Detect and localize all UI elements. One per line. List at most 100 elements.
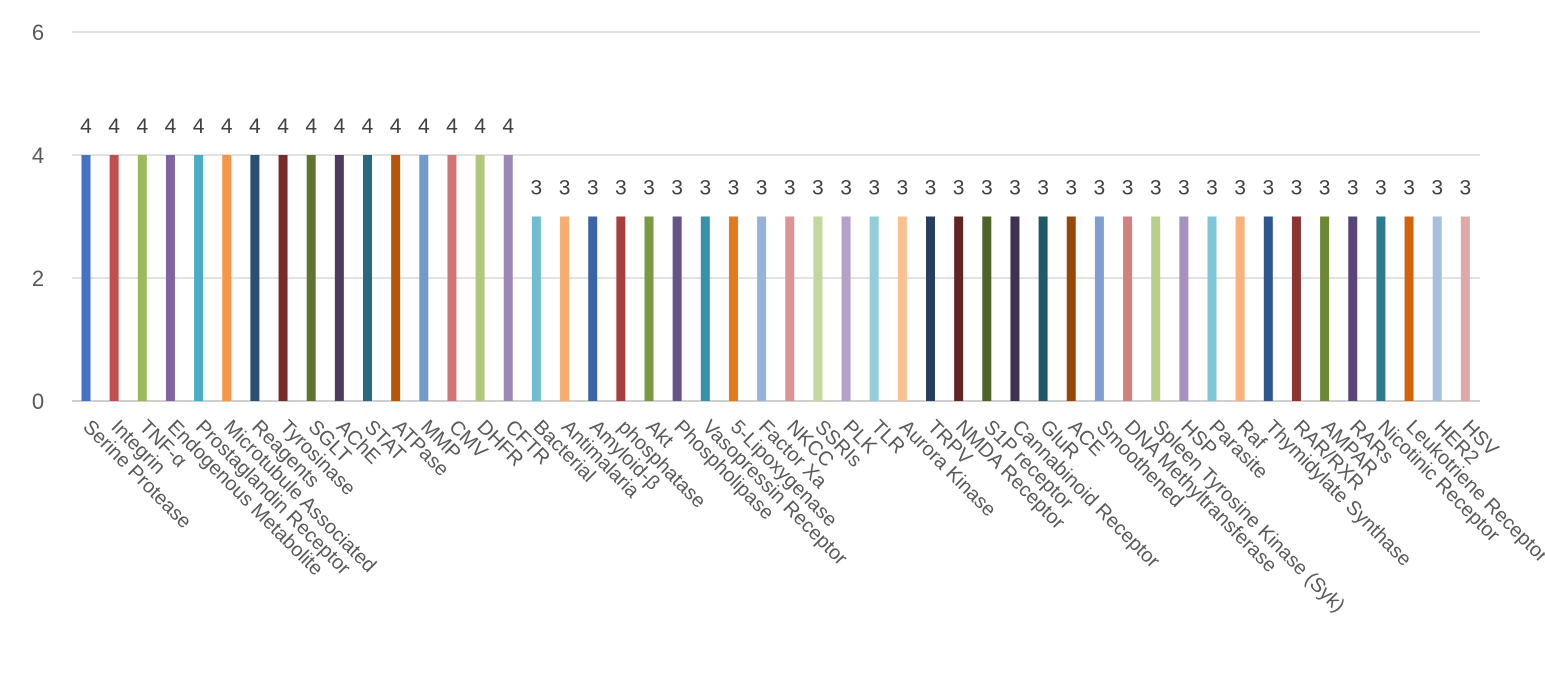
bar (137, 155, 147, 401)
bar (700, 216, 710, 401)
bar (1348, 216, 1358, 401)
bar (1010, 216, 1020, 401)
data-label: 3 (671, 177, 683, 200)
bar-series (81, 155, 1470, 401)
data-label: 4 (305, 115, 317, 138)
data-label: 3 (1122, 177, 1134, 200)
data-label: 4 (108, 115, 120, 138)
data-label: 3 (1291, 177, 1303, 200)
bar (1038, 216, 1048, 401)
bar (1094, 216, 1104, 401)
bar (1066, 216, 1076, 401)
data-label: 4 (249, 115, 261, 138)
data-label: 3 (1150, 177, 1162, 200)
bar (306, 155, 316, 401)
bar (1179, 216, 1189, 401)
data-label: 3 (1009, 177, 1021, 200)
data-label: 4 (277, 115, 289, 138)
bar (1404, 216, 1414, 401)
bar (1376, 216, 1386, 401)
bar (194, 155, 204, 401)
data-label: 3 (531, 177, 543, 200)
bar (1263, 216, 1273, 401)
bar (447, 155, 457, 401)
bar (644, 216, 654, 401)
bar (109, 155, 119, 401)
data-label: 4 (193, 115, 205, 138)
data-label: 3 (1094, 177, 1106, 200)
data-label: 3 (868, 177, 880, 200)
data-label: 4 (80, 115, 92, 138)
bar (954, 216, 964, 401)
data-label: 4 (221, 115, 233, 138)
bar (278, 155, 288, 401)
bar (363, 155, 372, 401)
data-label: 4 (502, 115, 514, 138)
y-tick-label: 2 (32, 266, 44, 291)
data-label: 3 (1234, 177, 1246, 200)
y-tick-label: 4 (32, 143, 44, 168)
data-label: 3 (953, 177, 965, 200)
bar (785, 216, 795, 401)
bar (81, 155, 91, 401)
bar (1291, 216, 1301, 401)
bar (982, 216, 992, 401)
bar (926, 216, 935, 401)
bar (503, 155, 513, 401)
bar (813, 216, 823, 401)
bar (1151, 216, 1161, 401)
bar (391, 155, 401, 401)
data-label: 3 (615, 177, 627, 200)
data-label: 3 (699, 177, 711, 200)
y-tick-label: 6 (32, 20, 44, 45)
data-label: 4 (165, 115, 177, 138)
data-label: 3 (559, 177, 571, 200)
bar (560, 216, 570, 401)
data-label: 3 (728, 177, 740, 200)
bar (1235, 216, 1245, 401)
data-label: 4 (474, 115, 486, 138)
bar (588, 216, 598, 401)
bar (841, 216, 851, 401)
data-label: 3 (1065, 177, 1077, 200)
data-label: 3 (756, 177, 768, 200)
gridlines (72, 31, 1480, 402)
bar (1207, 216, 1217, 401)
data-label: 3 (925, 177, 937, 200)
bar (757, 216, 767, 401)
y-tick-label: 0 (32, 389, 44, 414)
data-label: 3 (840, 177, 852, 200)
data-label: 3 (1319, 177, 1331, 200)
data-label: 3 (1262, 177, 1274, 200)
data-label: 3 (1037, 177, 1049, 200)
data-label: 4 (418, 115, 430, 138)
bar (419, 155, 429, 401)
bar (222, 155, 232, 401)
data-label: 3 (587, 177, 599, 200)
bar (728, 216, 738, 401)
data-label: 4 (334, 115, 346, 138)
data-label: 3 (1178, 177, 1190, 200)
data-label: 3 (812, 177, 824, 200)
bar (165, 155, 175, 401)
data-label: 3 (981, 177, 993, 200)
data-label: 3 (1375, 177, 1387, 200)
data-label: 4 (446, 115, 458, 138)
bar (869, 216, 879, 401)
data-label: 4 (136, 115, 148, 138)
data-label: 4 (390, 115, 402, 138)
data-label: 3 (1431, 177, 1443, 200)
bar (1123, 216, 1133, 401)
bar (1432, 216, 1442, 401)
data-label: 3 (784, 177, 796, 200)
bar (250, 155, 260, 401)
data-label: 4 (362, 115, 374, 138)
bar (897, 216, 907, 401)
data-label: 3 (1347, 177, 1359, 200)
bar (531, 216, 541, 401)
data-label: 3 (1460, 177, 1472, 200)
bar (1460, 216, 1470, 401)
bar (334, 155, 344, 401)
